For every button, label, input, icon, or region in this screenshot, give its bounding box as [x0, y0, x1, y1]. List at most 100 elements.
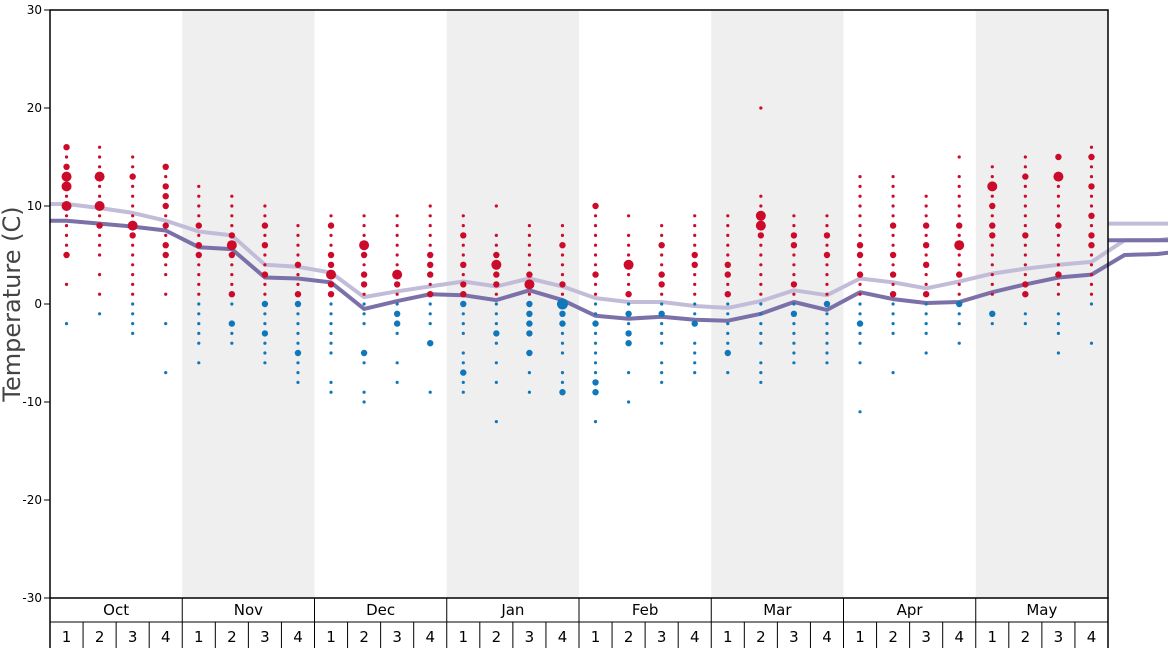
week-label: 1 [459, 628, 469, 646]
data-point [1056, 263, 1061, 267]
data-point [296, 253, 300, 257]
data-point [524, 279, 535, 290]
data-point-outlier [759, 106, 763, 110]
data-point [329, 214, 333, 218]
data-point [263, 341, 267, 345]
data-point [922, 222, 930, 229]
data-point [296, 371, 300, 375]
data-point [1056, 322, 1061, 326]
data-point [1055, 222, 1062, 229]
data-point [460, 369, 467, 376]
data-point [1089, 273, 1094, 277]
data-point [427, 271, 434, 278]
data-point [197, 302, 201, 306]
data-point [494, 380, 498, 384]
data-point [393, 320, 401, 327]
data-point [197, 263, 201, 267]
data-point [493, 251, 500, 259]
data-point [858, 292, 862, 296]
data-point [957, 282, 961, 286]
data-point [858, 282, 862, 286]
data-point [261, 242, 269, 249]
data-point [592, 379, 599, 386]
data-point [296, 224, 300, 228]
week-label: 4 [425, 628, 435, 646]
data-point [195, 242, 202, 249]
data-point [1023, 322, 1027, 326]
data-point [924, 331, 928, 335]
data-point [527, 292, 532, 296]
data-point [197, 292, 201, 296]
data-point [660, 253, 664, 257]
data-point [693, 273, 697, 277]
data-point [395, 224, 399, 228]
data-point [527, 390, 532, 394]
data-point [790, 310, 798, 317]
data-point [792, 273, 796, 277]
data-point [63, 251, 70, 259]
data-point [1023, 243, 1027, 247]
data-point [759, 292, 763, 296]
data-point [924, 253, 928, 257]
data-point [559, 281, 566, 288]
data-point [230, 282, 234, 286]
data-point [162, 183, 169, 190]
y-axis: 30 20 10 0 -10 -20 -30 [22, 3, 50, 605]
data-point [428, 312, 432, 316]
data-point [1089, 263, 1094, 267]
data-point [626, 282, 631, 286]
data-point [957, 175, 961, 179]
data-point [987, 181, 998, 192]
data-point [593, 361, 598, 365]
data-point [726, 322, 730, 326]
data-point [924, 312, 928, 316]
data-point [296, 282, 300, 286]
data-point [956, 222, 963, 229]
data-point [759, 380, 763, 384]
data-point [428, 204, 432, 208]
data-point [990, 282, 994, 286]
data-point [593, 243, 598, 247]
data-point [97, 214, 102, 218]
data-point [626, 371, 631, 375]
data-point [1088, 153, 1095, 161]
data-point [362, 224, 366, 228]
data-point [691, 320, 698, 327]
data-point [197, 214, 201, 218]
data-point [61, 201, 72, 211]
data-point [97, 165, 102, 169]
week-label: 2 [359, 628, 369, 646]
week-label: 1 [855, 628, 865, 646]
data-point [989, 222, 996, 229]
data-point [660, 292, 664, 296]
data-point [197, 184, 201, 188]
month-label-mar: Mar [763, 601, 792, 619]
week-label: 1 [194, 628, 204, 646]
data-point [164, 292, 168, 296]
data-point [395, 253, 399, 257]
data-point [395, 263, 399, 267]
data-point [526, 349, 533, 357]
data-point [395, 214, 399, 218]
data-point [129, 173, 136, 180]
data-point [593, 371, 598, 375]
data-point [658, 271, 665, 278]
data-point [891, 243, 895, 247]
data-point [759, 253, 763, 257]
data-point [858, 410, 862, 414]
data-point [889, 291, 897, 298]
data-point [461, 351, 465, 355]
data-point [329, 322, 333, 326]
data-point [527, 243, 532, 247]
data-point [825, 312, 829, 316]
data-point [164, 214, 168, 218]
data-point [228, 251, 236, 259]
data-point [891, 322, 895, 326]
data-point [97, 194, 102, 198]
data-point [329, 351, 333, 355]
data-point [792, 322, 796, 326]
data-point [924, 214, 928, 218]
data-point [63, 144, 70, 151]
data-point [957, 204, 961, 208]
data-point [1056, 351, 1061, 355]
